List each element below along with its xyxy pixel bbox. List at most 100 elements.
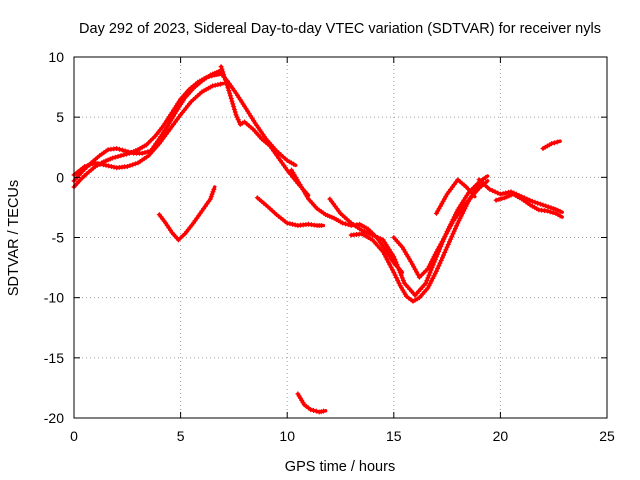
data-point (435, 246, 441, 252)
x-tick-label: 0 (70, 428, 78, 444)
series-arc-8 (348, 182, 481, 304)
data-point (233, 112, 239, 118)
data-point (391, 269, 397, 275)
grid-lines (74, 57, 607, 418)
data-point (557, 213, 563, 219)
data-point (412, 266, 418, 272)
data-point (222, 77, 228, 83)
series-arc-2 (71, 69, 221, 184)
data-point (445, 241, 451, 247)
data-point (482, 175, 488, 181)
y-tick-label: -20 (44, 410, 64, 426)
series-line (255, 196, 326, 228)
data-point (381, 251, 387, 257)
data-point (236, 119, 242, 125)
data-point (128, 149, 134, 155)
data-point (395, 264, 401, 270)
data-point (218, 64, 224, 70)
data-point (345, 222, 351, 228)
data-point (227, 90, 233, 96)
data-point (364, 230, 370, 236)
data-point (287, 221, 293, 227)
data-point (411, 264, 417, 270)
data-point (231, 104, 237, 110)
data-point (445, 228, 451, 234)
data-point (441, 252, 447, 258)
data-point (223, 80, 229, 86)
data-point (446, 225, 452, 231)
data-point (380, 249, 386, 255)
data-point (428, 267, 434, 273)
y-axis-label: SDTVAR / TECUs (6, 180, 22, 296)
axis-ticks: 0 5 10 15 20 25 -20 -15 -10 -5 0 5 10 (44, 49, 615, 444)
data-point (436, 263, 442, 269)
data-point (229, 98, 235, 104)
data-point (218, 81, 224, 87)
data-point (235, 117, 241, 123)
data-point (444, 244, 450, 250)
data-point (224, 82, 230, 88)
y-tick-label: -10 (44, 290, 64, 306)
data-point (208, 194, 214, 200)
data-point (111, 164, 117, 170)
data-point (527, 197, 533, 203)
data-point (423, 280, 429, 286)
data-point (549, 141, 555, 147)
data-point (415, 272, 421, 278)
chart-title: Day 292 of 2023, Sidereal Day-to-day VTE… (79, 21, 601, 37)
series-arc-16 (295, 391, 328, 415)
series-arc-3 (71, 81, 225, 178)
data-point (547, 209, 553, 215)
plot-frame (73, 56, 608, 419)
data-point (449, 220, 455, 226)
data-point (454, 223, 460, 229)
data-point (557, 208, 563, 214)
data-point (395, 277, 401, 283)
data-point (397, 270, 403, 276)
data-point (544, 208, 550, 214)
y-tick-label: 5 (56, 109, 64, 125)
data-point (209, 191, 215, 197)
data-point (292, 222, 298, 228)
data-point (342, 221, 348, 227)
data-point (122, 148, 128, 154)
data-point (435, 266, 441, 272)
data-point (384, 257, 390, 263)
data-point (290, 221, 296, 227)
data-point (108, 164, 114, 170)
data-point (340, 220, 346, 226)
data-point (439, 239, 445, 245)
data-point (320, 408, 326, 414)
data-point (215, 82, 221, 88)
data-point (452, 225, 458, 231)
data-point (234, 114, 240, 120)
data-point (408, 259, 414, 265)
series-line (72, 72, 223, 189)
series-arc-10 (433, 177, 477, 216)
data-point (377, 236, 383, 242)
data-point (543, 203, 549, 209)
data-point (95, 160, 101, 166)
data-point (142, 149, 148, 155)
data-point (222, 74, 228, 80)
data-point (532, 199, 538, 205)
y-tick-label: -5 (52, 230, 65, 246)
data-point (496, 196, 502, 202)
data-point (425, 275, 431, 281)
data-point (369, 232, 375, 238)
data-point (443, 247, 449, 253)
data-point (394, 262, 400, 268)
data-point (505, 189, 511, 195)
data-point (548, 205, 554, 211)
data-point (130, 162, 136, 168)
data-point (361, 228, 367, 234)
data-point (489, 188, 495, 194)
data-point (119, 147, 125, 153)
data-point (84, 163, 90, 169)
data-point (125, 149, 131, 155)
data-point (291, 161, 297, 167)
data-point (433, 268, 439, 274)
data-point (87, 162, 93, 168)
data-point (389, 267, 395, 273)
series-arc-1 (71, 71, 223, 190)
